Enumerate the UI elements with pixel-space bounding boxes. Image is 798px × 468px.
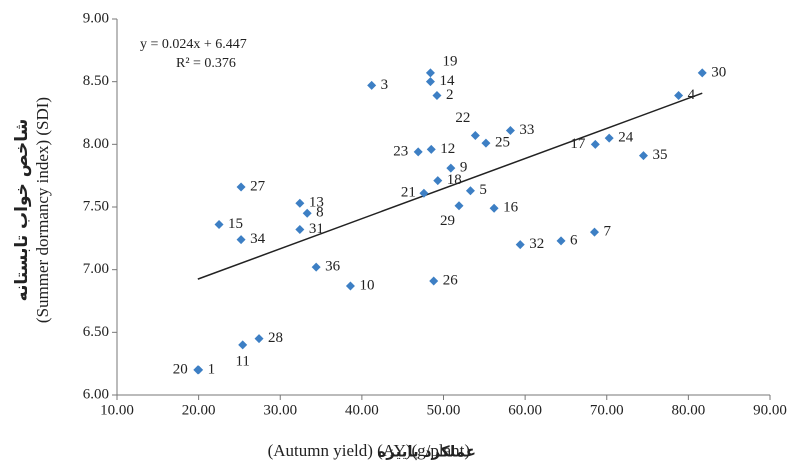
point (193, 365, 203, 375)
x-tick-label: 80.00 (672, 402, 706, 418)
y-axis-label-en: (Summer dormancy index) (SDI) (33, 97, 52, 323)
x-tick-label: 20.00 (182, 402, 216, 418)
point-label: 19 (442, 53, 457, 69)
point-label: 14 (439, 73, 455, 89)
point-label: 33 (519, 122, 534, 138)
point (465, 186, 475, 196)
point (345, 281, 355, 291)
point (302, 208, 312, 218)
point-label: 2 (446, 87, 454, 103)
x-tick-label: 70.00 (590, 402, 624, 418)
point (426, 144, 436, 154)
point (433, 176, 443, 186)
trendline (197, 92, 703, 280)
point-label: 13 (309, 195, 324, 211)
point-label: 7 (604, 224, 612, 240)
point (432, 90, 442, 100)
point-label: 10 (359, 277, 374, 293)
point-label: 26 (443, 272, 459, 288)
x-tick-label: 10.00 (100, 402, 134, 418)
point (236, 182, 246, 192)
point (238, 340, 248, 350)
x-tick-label: 90.00 (753, 402, 787, 418)
point-label: 9 (460, 160, 468, 176)
x-tick-label: 50.00 (427, 402, 461, 418)
point (254, 334, 264, 344)
point-label: 15 (228, 216, 243, 232)
point-label: 16 (503, 200, 519, 216)
point (454, 201, 464, 211)
point (311, 262, 321, 272)
point-label: 8 (316, 205, 324, 221)
point (556, 236, 566, 246)
point (697, 68, 707, 78)
point-label: 28 (268, 330, 283, 346)
point (590, 139, 600, 149)
point (425, 68, 435, 78)
point-label: 23 (393, 143, 408, 159)
point-label: 1 (208, 361, 216, 377)
point (413, 147, 423, 157)
point (425, 77, 435, 87)
y-tick-label: 9.00 (83, 10, 109, 26)
y-tick-label: 6.50 (83, 324, 109, 340)
point (604, 133, 614, 143)
point-label: 18 (447, 172, 462, 188)
point-label: 17 (570, 136, 586, 152)
point (674, 90, 684, 100)
point-label: 35 (652, 147, 667, 163)
point-label: 6 (570, 232, 578, 248)
point-label: 4 (688, 87, 696, 103)
point-label: 11 (235, 353, 249, 369)
x-tick-label: 30.00 (263, 402, 297, 418)
point (295, 198, 305, 208)
x-tick-label: 60.00 (508, 402, 542, 418)
point-label: 24 (618, 130, 634, 146)
x-axis-label-en: (Autumn yield) (AY)(g/plant) (268, 441, 470, 460)
point (429, 276, 439, 286)
y-tick-label: 8.00 (83, 136, 109, 152)
point (505, 126, 515, 136)
trend-equation: y = 0.024x + 6.447 (140, 37, 247, 52)
point (489, 203, 499, 213)
point (470, 131, 480, 141)
point-label: 27 (250, 178, 266, 194)
point-label: 29 (440, 213, 455, 229)
point (638, 151, 648, 161)
y-tick-label: 7.00 (83, 261, 109, 277)
point-label: 5 (479, 182, 487, 198)
point-label: 32 (529, 236, 544, 252)
point-label: 31 (309, 221, 324, 237)
point-label: 34 (250, 231, 266, 247)
point-label: 25 (495, 135, 510, 151)
point-label: 21 (401, 185, 416, 201)
point (419, 188, 429, 198)
x-axis-label-fa: عملکرد پاییزه (377, 443, 476, 462)
point (590, 227, 600, 237)
y-tick-label: 8.50 (83, 73, 109, 89)
y-axis-label-fa: شاخص خواب تابستانه (12, 119, 32, 302)
point (481, 138, 491, 148)
point-label: 30 (711, 64, 726, 80)
y-tick-label: 7.50 (83, 198, 109, 214)
point-label: 12 (440, 141, 455, 157)
point-label: 3 (381, 77, 389, 93)
point-label: 22 (455, 110, 470, 126)
trend-r2: R² = 0.376 (176, 56, 236, 71)
point (446, 163, 456, 173)
point-label: 20 (173, 361, 188, 377)
point (236, 235, 246, 245)
point (295, 225, 305, 235)
point (367, 80, 377, 90)
point-label: 36 (325, 259, 341, 275)
point (214, 220, 224, 230)
x-tick-label: 40.00 (345, 402, 379, 418)
y-tick-label: 6.00 (83, 386, 109, 402)
point (515, 240, 525, 250)
